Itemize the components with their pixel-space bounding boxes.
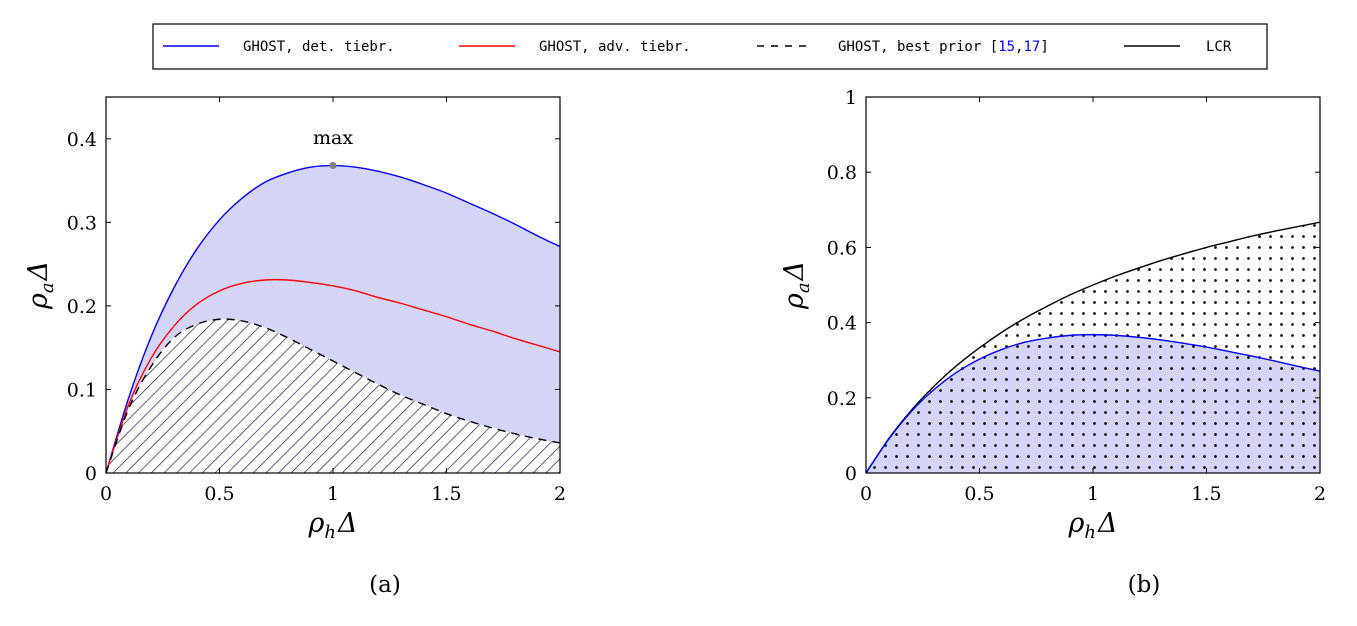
x-tick-label: 0.5 <box>204 483 234 505</box>
caption-a: (a) <box>369 572 401 598</box>
legend-label-best-prior: GHOST, best prior [15,17] <box>838 39 1049 55</box>
legend-cite-17: 17 <box>1023 39 1040 55</box>
x-tick-label: 0.5 <box>964 483 994 505</box>
best-prior-hatched-area <box>106 319 560 473</box>
y-tick-label: 0.2 <box>827 388 857 410</box>
y-tick-label: 0.3 <box>67 212 97 234</box>
y-axis-label-a: ρaΔ <box>23 261 58 310</box>
best-prior-line <box>106 318 560 473</box>
max-annotation: max <box>313 127 353 149</box>
adv-tiebr-line <box>106 278 560 473</box>
x-tick-label: 0 <box>100 483 112 505</box>
x-tick-label: 1.5 <box>431 483 461 505</box>
y-axis-label-b: ρaΔ <box>779 261 814 310</box>
chart-panel-a: 0 0.5 1 1.5 2 0 0.1 0.2 0.3 0.4 max ρhΔ ρaΔ (a) <box>23 96 566 598</box>
y-tick-label: 0.4 <box>827 313 857 335</box>
x-axis-label-a: ρhΔ <box>308 508 358 543</box>
legend-label-adv: GHOST, adv. tiebr. <box>539 39 691 55</box>
det-tiebr-line-b <box>866 333 1320 473</box>
y-tick-label: 0.4 <box>67 129 97 151</box>
x-tick-label: 0 <box>860 483 872 505</box>
x-axis-label-b: ρhΔ <box>1068 508 1118 543</box>
y-tick-label: 0.1 <box>67 379 97 401</box>
y-tick-label: 0.2 <box>67 296 97 318</box>
x-tick-label: 2 <box>1314 483 1326 505</box>
legend-box <box>152 23 1268 70</box>
lcr-line <box>866 221 1320 473</box>
x-tick-label: 1.5 <box>1191 483 1221 505</box>
y-tick-label: 0.8 <box>827 162 857 184</box>
y-tick-label: 0 <box>845 463 857 485</box>
x-tick-label: 1 <box>1087 483 1099 505</box>
legend-label-lcr: LCR <box>1206 39 1232 55</box>
legend: GHOST, det. tiebr. GHOST, adv. tiebr. GH… <box>152 23 1268 70</box>
y-tick-label: 1 <box>845 87 857 109</box>
legend-cite-15: 15 <box>998 39 1015 55</box>
y-tick-label: 0 <box>85 463 97 485</box>
lcr-dotted-area <box>866 222 1320 473</box>
chart-panel-b: 0 0.5 1 1.5 2 0 0.2 0.4 0.6 0.8 1 ρhΔ ρaΔ (b) <box>779 87 1326 598</box>
max-marker <box>329 161 337 170</box>
caption-b: (b) <box>1128 572 1161 598</box>
y-tick-label: 0.6 <box>827 237 857 259</box>
x-tick-label: 2 <box>554 483 566 505</box>
x-tick-label: 1 <box>327 483 339 505</box>
legend-label-det: GHOST, det. tiebr. <box>243 39 395 55</box>
